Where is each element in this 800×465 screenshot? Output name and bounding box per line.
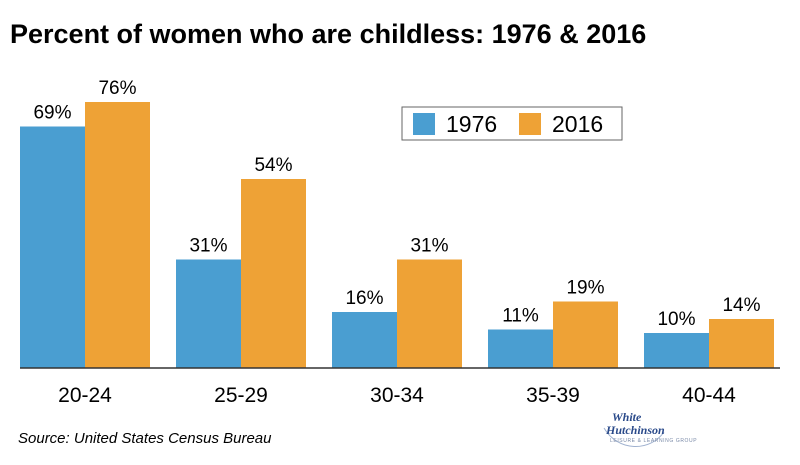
- x-tick-label-30-34: 30-34: [370, 384, 424, 407]
- data-label-2016-35-39: 19%: [566, 278, 604, 299]
- logo-tagline: LEISURE & LEARNING GROUP: [610, 438, 697, 444]
- data-label-2016-30-34: 31%: [410, 236, 448, 257]
- bar-1976-30-34: [332, 312, 397, 368]
- x-tick-label-20-24: 20-24: [58, 384, 112, 407]
- data-label-1976-25-29: 31%: [189, 236, 227, 257]
- bar-1976-40-44: [644, 333, 709, 368]
- bar-1976-35-39: [488, 329, 553, 368]
- white-hutchinson-logo: White Hutchinson LEISURE & LEARNING GROU…: [603, 410, 697, 447]
- logo-line-2: Hutchinson: [605, 423, 665, 437]
- logo-line-1: White: [612, 410, 642, 424]
- bar-2016-20-24: [85, 102, 150, 368]
- x-tick-label-25-29: 25-29: [214, 384, 268, 407]
- data-label-1976-30-34: 16%: [345, 288, 383, 309]
- bar-1976-25-29: [176, 259, 241, 368]
- legend-label-2016: 2016: [552, 111, 603, 137]
- data-label-2016-20-24: 76%: [98, 78, 136, 99]
- bar-2016-30-34: [397, 259, 462, 368]
- data-label-2016-25-29: 54%: [254, 155, 292, 176]
- bar-2016-40-44: [709, 319, 774, 368]
- x-tick-label-40-44: 40-44: [682, 384, 736, 407]
- source-note: Source: United States Census Bureau: [18, 430, 272, 447]
- data-label-1976-40-44: 10%: [657, 309, 695, 330]
- x-tick-label-35-39: 35-39: [526, 384, 580, 407]
- data-label-1976-20-24: 69%: [33, 103, 71, 124]
- data-labels-layer: 69% 76% 31% 54% 16% 31% 11% 19% 10% 14%: [33, 78, 760, 330]
- x-tick-labels: 20-24 25-29 30-34 35-39 40-44: [58, 384, 736, 407]
- bars-layer: [20, 102, 774, 368]
- legend-swatch-1976: [413, 113, 435, 135]
- bar-1976-20-24: [20, 126, 85, 368]
- legend-label-1976: 1976: [446, 111, 497, 137]
- bar-2016-35-39: [553, 301, 618, 368]
- data-label-2016-40-44: 14%: [722, 295, 760, 316]
- data-label-1976-35-39: 11%: [502, 306, 539, 327]
- legend: 1976 2016: [401, 106, 623, 141]
- bar-2016-25-29: [241, 179, 306, 368]
- chart-title: Percent of women who are childless: 1976…: [10, 19, 646, 49]
- legend-box: [401, 106, 623, 141]
- legend-swatch-2016: [519, 113, 541, 135]
